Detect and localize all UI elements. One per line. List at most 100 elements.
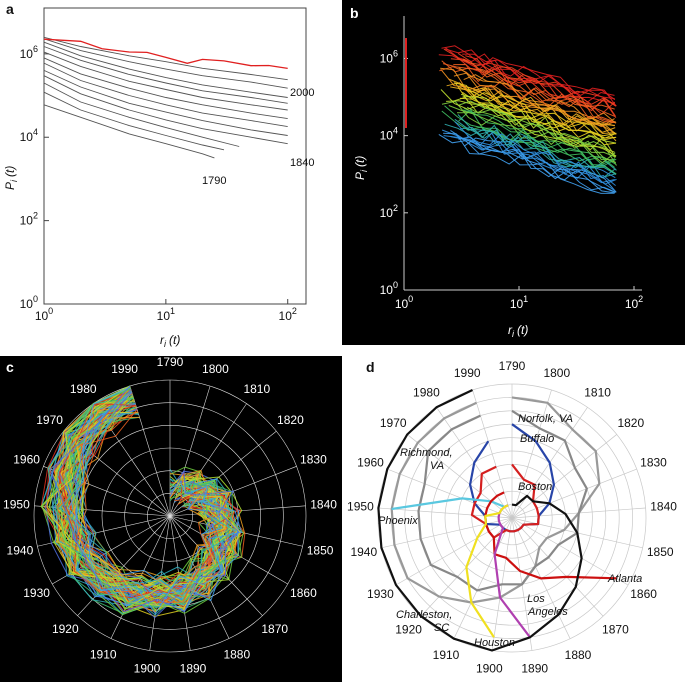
polar-spoke	[472, 389, 513, 519]
series-line	[463, 137, 617, 193]
series-line	[457, 85, 617, 135]
year-label-1830: 1830	[640, 456, 667, 470]
series-line	[454, 118, 616, 179]
year-label-1790: 1790	[499, 359, 526, 373]
series-line	[466, 133, 617, 185]
city-label-buffalo: Buffalo	[520, 433, 554, 445]
polar-spoke	[511, 468, 637, 519]
annotation-2000: 2000	[290, 87, 314, 99]
polar-spoke	[511, 517, 604, 617]
panel-c: c 1790 1800 1810 1820 1830 1840 1850 1860 1870 18…	[0, 356, 342, 682]
polar-spoke	[77, 515, 171, 616]
year-label-1810: 1810	[243, 382, 270, 396]
tick-label: 100	[35, 306, 53, 323]
polar-spoke	[511, 389, 552, 519]
series-line	[444, 105, 616, 166]
year-labels: 1790 1800 1810 1820 1830 1840 1850 1860 1870 1880…	[347, 359, 677, 675]
tick-label: 101	[510, 294, 528, 311]
tick-label: 101	[157, 306, 175, 323]
year-label-1890: 1890	[180, 661, 207, 675]
year-label-1960: 1960	[13, 453, 40, 467]
series-line	[43, 38, 288, 89]
year-label-1860: 1860	[290, 586, 317, 600]
year-label-1920: 1920	[395, 622, 422, 636]
tick-label: 102	[20, 211, 38, 228]
year-label-1980: 1980	[413, 385, 440, 399]
year-label-1980: 1980	[70, 382, 97, 396]
series-line	[458, 67, 617, 124]
year-label-1790: 1790	[157, 356, 184, 369]
series-line	[57, 387, 230, 604]
y-axis: 100 102 104 106	[20, 44, 49, 311]
year-labels: 1790 1800 1810 1820 1830 1840 1850 1860 1870 1880…	[3, 356, 337, 675]
year-label-1940: 1940	[7, 543, 34, 557]
y-axis: 100 102 104 106	[380, 48, 408, 297]
series-line-atlanta	[484, 491, 617, 580]
series-line	[443, 135, 616, 192]
year-label-1840: 1840	[310, 498, 337, 512]
series-line-charleston-sc	[377, 389, 583, 652]
series-line	[456, 57, 617, 107]
year-label-1930: 1930	[23, 586, 50, 600]
series-line	[443, 132, 615, 194]
year-label-1820: 1820	[277, 413, 304, 427]
series-line	[454, 121, 616, 186]
tick-label: 104	[20, 127, 38, 144]
polar-spoke	[149, 515, 171, 651]
polar-spoke	[511, 517, 629, 586]
series-line	[444, 123, 616, 179]
polar-spoke	[169, 515, 191, 651]
city-label-charleston: Charleston, SC	[396, 609, 452, 634]
year-label-1970: 1970	[380, 416, 407, 430]
series-line-boston	[470, 463, 540, 539]
series-line	[43, 62, 288, 128]
city-label-boston: Boston	[518, 481, 552, 493]
city-label-richmond: Richmond, VA	[400, 447, 453, 472]
series-line	[47, 388, 235, 608]
series-line	[43, 41, 288, 98]
year-label-1990: 1990	[454, 366, 481, 380]
year-label-1970: 1970	[36, 413, 63, 427]
tick-label: 102	[380, 203, 398, 220]
series-line	[58, 403, 239, 599]
series-line	[463, 107, 617, 175]
year-label-1880: 1880	[565, 648, 592, 662]
polar-spoke	[453, 517, 513, 639]
series-line	[453, 82, 616, 138]
series-line	[43, 104, 215, 159]
series-line	[450, 86, 616, 135]
year-label-1820: 1820	[617, 416, 644, 430]
polar-spoke	[407, 434, 513, 519]
panel-a: a 100 102 104 106 100 101 102 2000 1840 1790 …	[0, 0, 340, 350]
x-axis-title: ri (t)	[160, 333, 180, 349]
panel-c-label: c	[6, 359, 14, 375]
year-label-1990: 1990	[111, 362, 138, 376]
year-label-1890: 1890	[521, 661, 548, 675]
series-line	[43, 36, 288, 81]
year-label-1950: 1950	[3, 498, 30, 512]
year-label-1950: 1950	[347, 500, 374, 514]
tick-label: 102	[279, 306, 297, 323]
panel-b-chart: b 100 102 104 106 100 101 102 Pi(t) ri (t)	[342, 0, 685, 345]
series-line	[458, 100, 617, 163]
series-lines	[40, 385, 246, 619]
series-line	[73, 416, 227, 598]
year-label-1870: 1870	[602, 622, 629, 636]
series-line-norfolk-va	[390, 396, 601, 604]
polar-spoke	[395, 517, 513, 586]
x-axis: 100 101 102	[395, 286, 643, 311]
y-axis-title: Pi(t)	[3, 166, 19, 190]
year-label-1960: 1960	[357, 456, 384, 470]
series-line	[43, 82, 240, 147]
series-line	[49, 385, 240, 613]
city-label-houston: Houston	[474, 637, 515, 649]
tick-label: 100	[20, 294, 38, 311]
series-lines	[43, 36, 288, 159]
series-line	[43, 75, 288, 145]
series-line	[72, 386, 243, 615]
tick-label: 100	[380, 280, 398, 297]
series-line	[40, 385, 241, 609]
year-label-1800: 1800	[202, 362, 229, 376]
panel-c-chart: c 1790 1800 1810 1820 1830 1840 1850 1860 1870 18…	[0, 356, 342, 682]
